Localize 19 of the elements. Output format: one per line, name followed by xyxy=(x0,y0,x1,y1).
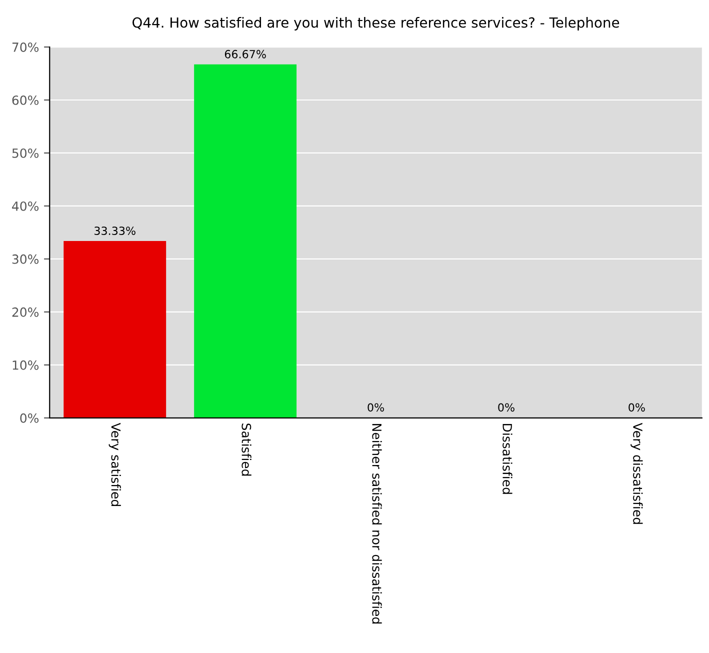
y-tick-label: 0% xyxy=(20,413,39,423)
x-tick-label: Satisfied xyxy=(242,424,252,476)
data-label: 33.33% xyxy=(94,226,136,235)
y-tick-label: 30% xyxy=(12,254,39,264)
x-tick-label: Very dissatisfied xyxy=(630,422,643,524)
y-tick-label: 50% xyxy=(12,148,39,158)
data-label: 0% xyxy=(368,403,384,412)
x-tick-label: Very satisfied xyxy=(108,422,121,506)
y-tick-label: 40% xyxy=(12,201,39,211)
x-tick-label: Dissatisfied xyxy=(502,424,512,494)
chart-title: Q44. How satisfied are you with these reference services? - Telephone xyxy=(132,17,620,30)
y-tick-label: 70% xyxy=(12,42,39,52)
x-tick-label: Neither satisfied nor dissatisfied xyxy=(372,424,382,624)
data-label: 66.67% xyxy=(224,50,266,58)
y-tick-label: 60% xyxy=(12,95,39,105)
data-label: 0% xyxy=(628,403,645,412)
y-tick-label: 20% xyxy=(12,307,39,317)
y-tick-label: 10% xyxy=(12,360,39,370)
data-label: 0% xyxy=(498,403,514,412)
